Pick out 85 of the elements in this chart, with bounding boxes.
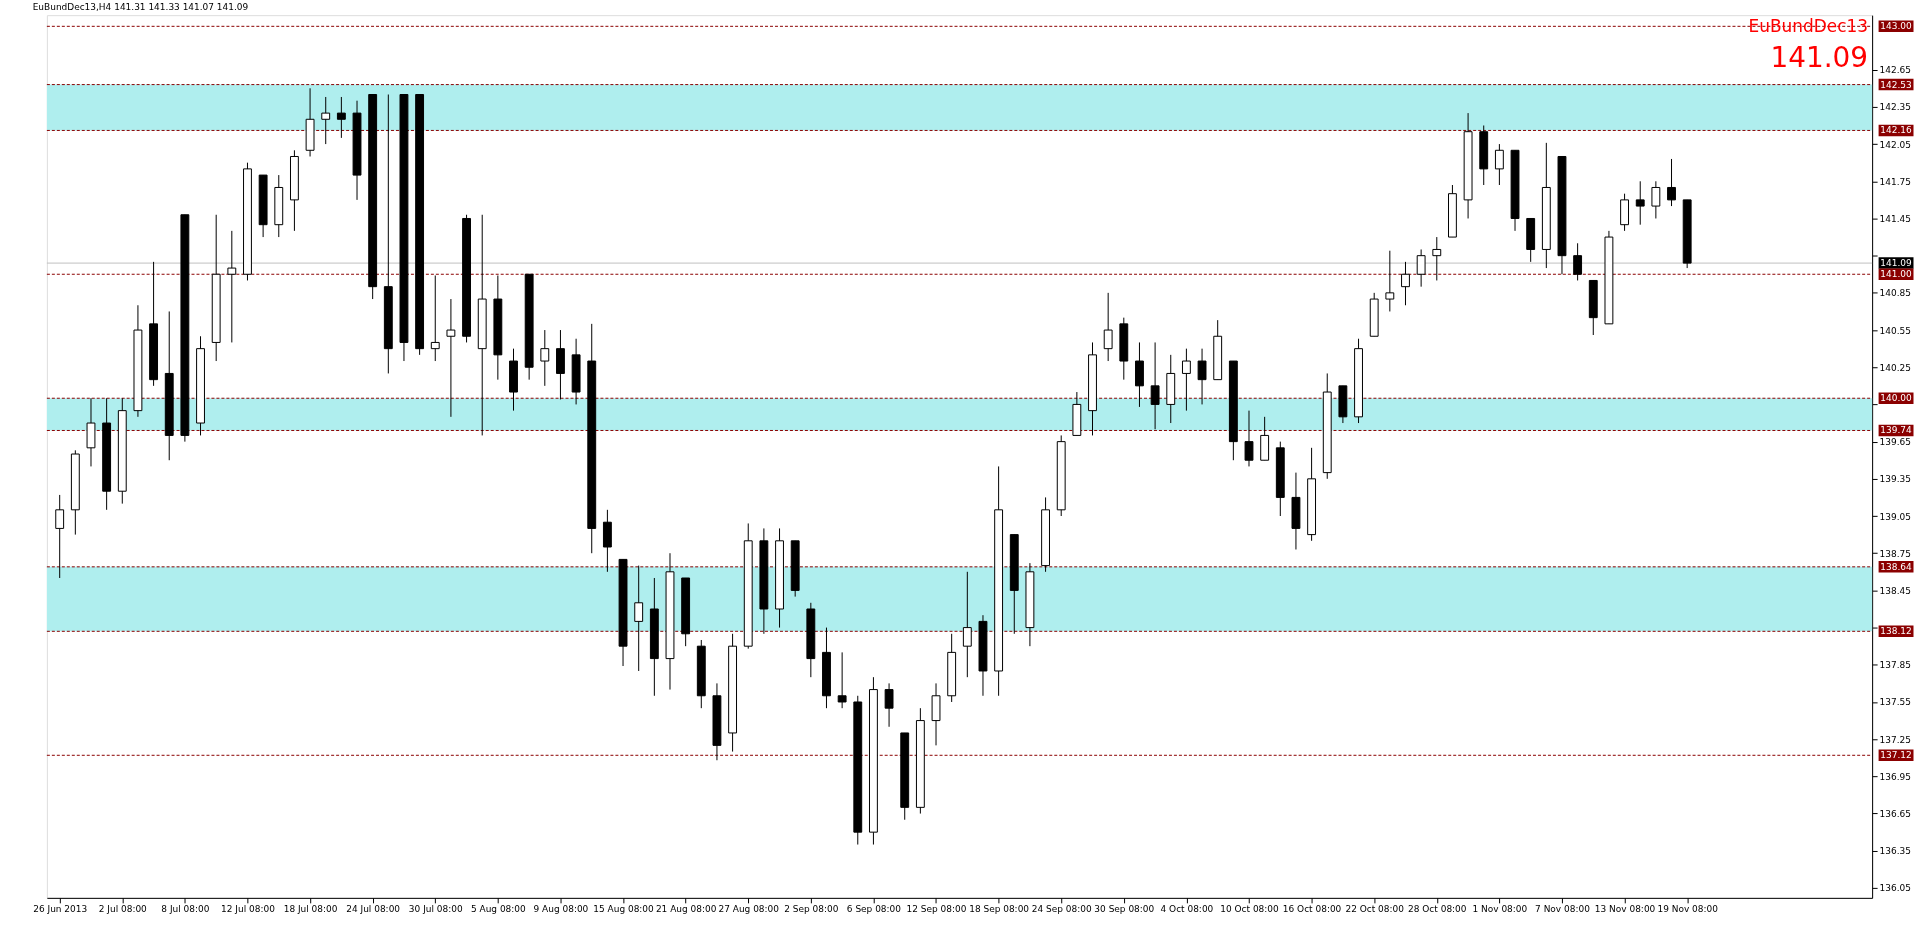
candlestick (1651, 180, 1661, 219)
ref-line-label: 139.74 (1880, 425, 1913, 436)
x-tick-label: 18 Jul 08:00 (283, 904, 338, 915)
candlestick (430, 275, 440, 362)
ref-line-label: 141.00 (1880, 269, 1913, 280)
candlestick (1385, 250, 1395, 312)
x-tick-label: 21 Aug 08:00 (655, 904, 717, 915)
x-tick-label: 7 Nov 08:00 (1535, 904, 1591, 915)
ref-line-label: 137.12 (1880, 750, 1912, 761)
candlestick (540, 329, 550, 387)
y-tick-label: 136.95 (1879, 771, 1911, 782)
x-tick-label: 30 Jul 08:00 (408, 904, 463, 915)
y-tick-label: 140.25 (1879, 362, 1911, 373)
candlestick (446, 298, 456, 418)
y-tick-label: 137.25 (1879, 734, 1911, 745)
y-tick-label: 136.65 (1879, 809, 1911, 820)
annotation: EuBundDec13 (1748, 16, 1869, 37)
y-tick-label: 136.05 (1879, 883, 1911, 894)
y-tick-label: 138.75 (1879, 548, 1911, 559)
candlestick (336, 96, 346, 139)
ref-line-label: 140.00 (1880, 393, 1913, 404)
y-tick-label: 140.55 (1879, 325, 1911, 336)
candlestick (1432, 236, 1442, 281)
y-tick-label: 142.05 (1879, 139, 1911, 150)
y-tick-label: 139.35 (1879, 474, 1911, 485)
y-tick-label: 141.75 (1879, 176, 1911, 187)
candlestick (1150, 341, 1160, 430)
x-tick-label: 1 Nov 08:00 (1472, 904, 1528, 915)
y-tick-label: 140.85 (1879, 288, 1911, 299)
candlestick (55, 494, 65, 579)
y-tick-label: 137.55 (1879, 697, 1911, 708)
x-tick-label: 6 Sep 08:00 (846, 904, 902, 915)
candlestick (1181, 348, 1191, 412)
x-tick-label: 4 Oct 08:00 (1160, 904, 1214, 915)
ref-line-label: 143.00 (1880, 21, 1913, 32)
x-tick-label: 15 Aug 08:00 (593, 904, 655, 915)
candlestick (837, 651, 847, 709)
candlestick (1667, 158, 1676, 207)
candlestick (1197, 348, 1207, 405)
x-tick-label: 27 Aug 08:00 (718, 904, 780, 915)
x-tick-label: 22 Oct 08:00 (1345, 904, 1405, 915)
candlestick (1494, 143, 1504, 186)
x-tick-label: 24 Sep 08:00 (1031, 904, 1092, 915)
candlestick (884, 682, 894, 728)
ref-line-label: 142.53 (1880, 79, 1912, 90)
y-tick-label: 139.65 (1879, 437, 1911, 448)
x-tick-label: 10 Oct 08:00 (1220, 904, 1280, 915)
x-tick-label: 16 Oct 08:00 (1282, 904, 1342, 915)
y-tick-label: 136.35 (1879, 846, 1911, 857)
x-tick-label: 5 Aug 08:00 (470, 904, 527, 915)
x-tick-label: 24 Jul 08:00 (346, 904, 401, 915)
annotation: 141.09 (1770, 41, 1869, 75)
candlestick (1573, 242, 1583, 281)
x-tick-label: 12 Sep 08:00 (906, 904, 967, 915)
x-tick-label: 19 Nov 08:00 (1657, 904, 1719, 915)
x-tick-label: 9 Aug 08:00 (533, 904, 589, 915)
ref-line-label: 138.12 (1880, 626, 1912, 637)
y-tick-label: 138.45 (1879, 585, 1911, 596)
x-tick-label: 26 Jun 2013 (33, 904, 88, 915)
candlestick (962, 571, 972, 678)
x-tick-label: 12 Jul 08:00 (221, 904, 276, 915)
y-tick-label: 142.35 (1879, 102, 1911, 113)
x-tick-label: 8 Jul 08:00 (161, 904, 210, 915)
y-tick-label: 139.05 (1879, 511, 1911, 522)
x-tick-label: 2 Jul 08:00 (98, 904, 148, 915)
ref-line-label: 142.16 (1880, 125, 1913, 136)
x-tick-label: 28 Oct 08:00 (1408, 904, 1467, 915)
y-tick-label: 137.85 (1879, 660, 1911, 671)
chart-title: EuBundDec13,H4 141.31 141.33 141.07 141.09 (32, 2, 249, 13)
candlestick (634, 565, 644, 672)
ref-line-label: 138.64 (1880, 561, 1913, 572)
x-tick-label: 18 Sep 08:00 (969, 904, 1030, 915)
candlestick (1401, 261, 1410, 306)
x-tick-label: 13 Nov 08:00 (1594, 904, 1656, 915)
ref-line-label: 141.09 (1880, 258, 1913, 269)
y-tick-label: 142.65 (1879, 65, 1911, 76)
candlestick (1103, 292, 1113, 362)
candlestick (1635, 180, 1645, 226)
candlestick (227, 230, 237, 343)
x-tick-label: 2 Sep 08:00 (784, 904, 839, 915)
candlestick (321, 96, 331, 145)
y-tick-label: 141.45 (1879, 213, 1911, 224)
candlestick (1416, 248, 1426, 288)
candlestick (1244, 410, 1254, 467)
x-tick-label: 30 Sep 08:00 (1094, 904, 1155, 915)
